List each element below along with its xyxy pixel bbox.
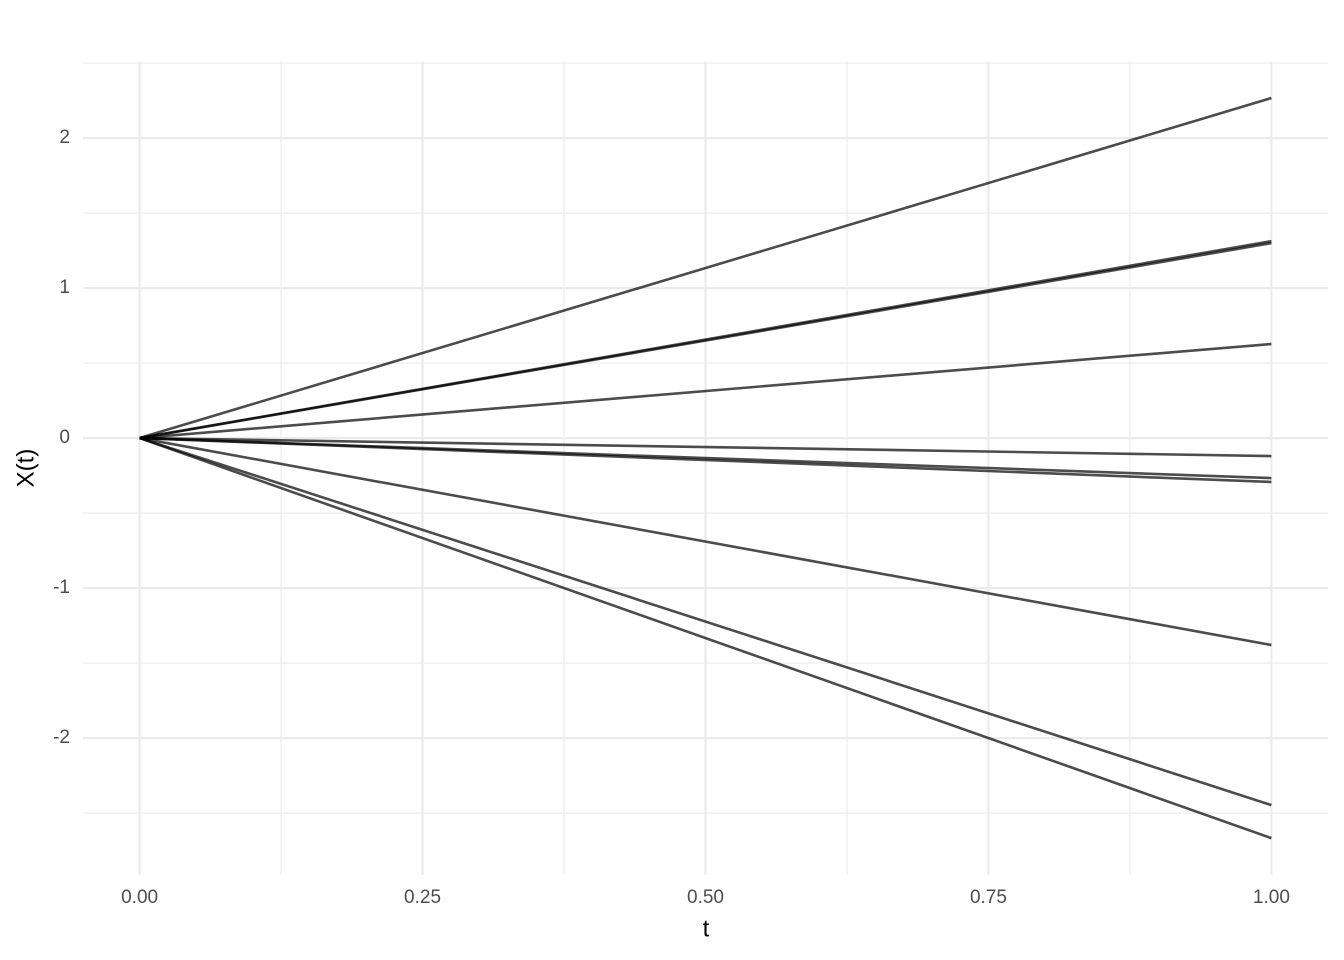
series-line xyxy=(139,436,1272,807)
series-line xyxy=(139,241,1272,440)
y-tick-label: 1 xyxy=(59,277,70,298)
x-tick-label: 0.50 xyxy=(687,887,724,908)
series-line xyxy=(139,342,1272,440)
y-axis-title: X(t) xyxy=(12,449,39,488)
series-line xyxy=(139,436,1272,484)
x-tick-label: 0.00 xyxy=(121,887,158,908)
series-line xyxy=(139,96,1272,440)
y-tick-label: 0 xyxy=(59,427,70,448)
y-tick-label: -1 xyxy=(53,577,70,598)
x-tick-label: 0.75 xyxy=(970,887,1007,908)
y-tick-label: 2 xyxy=(59,127,70,148)
x-axis-title: t xyxy=(703,915,710,942)
x-tick-label: 0.25 xyxy=(404,887,441,908)
series-line xyxy=(139,436,1272,458)
x-tick-label: 1.00 xyxy=(1253,887,1290,908)
series-line xyxy=(139,436,1272,840)
lines xyxy=(139,96,1272,840)
grid xyxy=(83,62,1328,875)
series-line xyxy=(139,436,1272,647)
y-tick-label: -2 xyxy=(53,727,70,748)
